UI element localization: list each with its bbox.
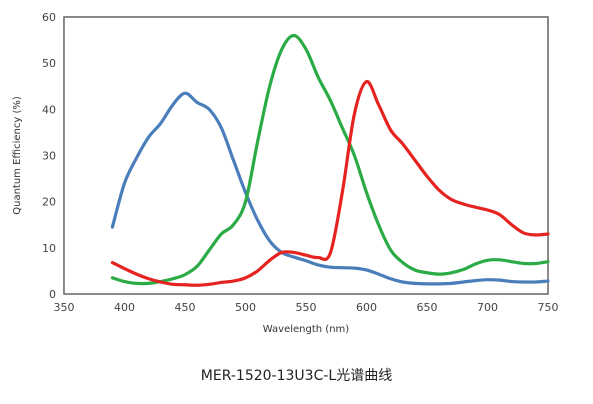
plot-frame bbox=[63, 16, 549, 295]
y-tick-label: 40 bbox=[42, 103, 56, 116]
plot-border bbox=[63, 16, 549, 295]
y-tick-label: 10 bbox=[42, 242, 56, 255]
x-tick-label: 750 bbox=[538, 301, 559, 314]
x-tick-label: 700 bbox=[477, 301, 498, 314]
red-series-line bbox=[110, 80, 550, 287]
qe-chart: 350 400 450 500 550 600 650 700 750 0 10 20 30 40 50 60… bbox=[12, 11, 559, 335]
series-lines bbox=[110, 33, 550, 287]
x-tick-label: 400 bbox=[114, 301, 135, 314]
y-tick-label: 30 bbox=[42, 150, 56, 163]
x-tick-label: 500 bbox=[235, 301, 256, 314]
x-axis-label: Wavelength (nm) bbox=[263, 324, 349, 335]
y-tick-label: 60 bbox=[42, 11, 56, 24]
figure-caption: MER-1520-13U3C-L光谱曲线 bbox=[200, 368, 393, 384]
y-tick-label: 20 bbox=[42, 196, 56, 209]
x-tick-label: 450 bbox=[175, 301, 196, 314]
x-tick-label: 350 bbox=[54, 301, 75, 314]
green-series-line bbox=[110, 33, 550, 286]
x-tick-label: 550 bbox=[296, 301, 317, 314]
tick-labels: 350 400 450 500 550 600 650 700 750 0 10 20 30 40 50 60 bbox=[42, 11, 559, 314]
y-tick-label: 50 bbox=[42, 57, 56, 70]
y-axis-label: Quantum Efficiency (%) bbox=[12, 96, 23, 215]
plot-background bbox=[64, 17, 548, 294]
x-tick-label: 650 bbox=[417, 301, 438, 314]
blue-series-line bbox=[110, 91, 550, 286]
y-tick-label: 0 bbox=[49, 288, 56, 301]
x-tick-label: 600 bbox=[356, 301, 377, 314]
